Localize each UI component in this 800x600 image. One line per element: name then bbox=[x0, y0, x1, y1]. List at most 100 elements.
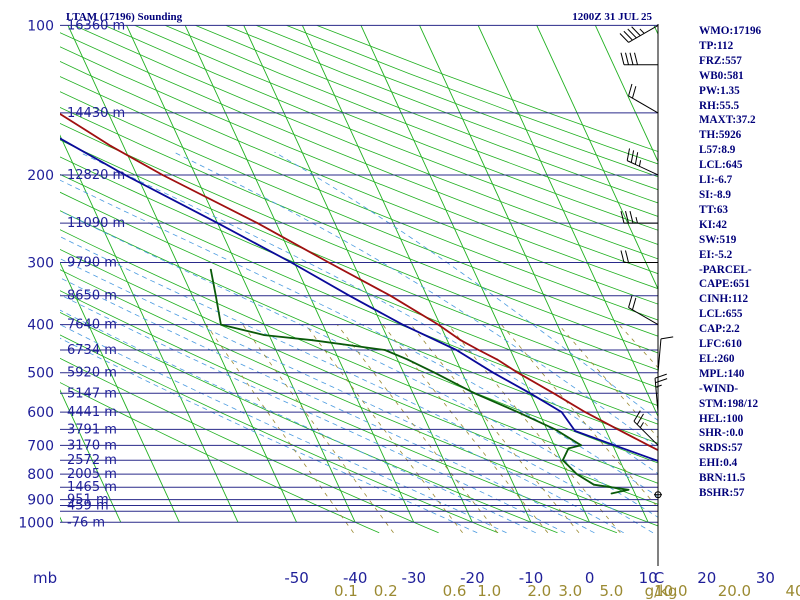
temperature-tick-label: -10 bbox=[519, 569, 544, 587]
pressure-tick-label: 600 bbox=[27, 405, 54, 421]
mixing-ratio-line bbox=[242, 324, 394, 534]
mixing-ratio-tick-label: 2.0 bbox=[527, 582, 551, 600]
dry-adiabat bbox=[60, 382, 380, 534]
series-temperature-point bbox=[389, 294, 392, 297]
pressure-tick-label: 900 bbox=[27, 493, 54, 509]
wind-barb bbox=[628, 295, 659, 325]
dry-adiabat bbox=[60, 269, 658, 527]
series-temperature-point bbox=[110, 145, 113, 148]
sounding-index: SHR-:0.0 bbox=[699, 427, 744, 440]
temperature-unit-label: C bbox=[654, 569, 664, 587]
background-grid bbox=[60, 24, 658, 534]
sounding-index: WB0:581 bbox=[699, 69, 744, 82]
series-dewpoint-point bbox=[593, 483, 595, 486]
temperature-tick-label: -40 bbox=[343, 569, 368, 587]
series-parcel-point bbox=[124, 174, 126, 176]
moist-adiabat bbox=[60, 294, 566, 534]
moist-adiabat bbox=[60, 210, 658, 518]
pressure-tick-label: 400 bbox=[27, 318, 54, 334]
series-temperature-point bbox=[552, 392, 555, 395]
sounding-index: FRZ:557 bbox=[699, 54, 742, 67]
height-label: 16360 m bbox=[67, 18, 125, 33]
sounding-index: CAP:2.2 bbox=[699, 323, 740, 336]
pressure-tick-label: 100 bbox=[27, 18, 54, 34]
height-label: 5147 m bbox=[67, 386, 117, 401]
isotherm bbox=[536, 25, 658, 290]
series-parcel-point bbox=[691, 473, 693, 475]
series-parcel-line bbox=[60, 137, 658, 462]
temperature-tick-label: -50 bbox=[284, 569, 309, 587]
sounding-indices-panel: WMO:17196 TP:112 FRZ:557 WB0:581 PW:1.35 RH:5… bbox=[699, 24, 799, 501]
series-dewpoint-point bbox=[554, 428, 556, 431]
isotherm bbox=[477, 25, 658, 418]
sounding-index: MPL:140 bbox=[699, 367, 745, 380]
series-parcel-point bbox=[14, 112, 16, 114]
series-temperature-point bbox=[161, 174, 164, 176]
isotherm bbox=[419, 25, 649, 523]
sounding-index: EL:260 bbox=[699, 352, 735, 365]
height-label: 4441 m bbox=[67, 405, 117, 420]
sounding-index: -WIND- bbox=[699, 382, 739, 395]
dry-adiabat bbox=[60, 191, 658, 444]
series-temperature-point bbox=[677, 459, 679, 461]
series-temperature-point bbox=[327, 261, 330, 264]
pressure-tick-label: 200 bbox=[27, 168, 54, 184]
mixing-ratio-line bbox=[382, 324, 549, 534]
series-parcel-point bbox=[455, 349, 458, 351]
wind-barb bbox=[633, 410, 659, 446]
sounding-index: -PARCEL- bbox=[699, 263, 752, 276]
series-dewpoint-point bbox=[567, 447, 570, 450]
sounding-index: TH:5926 bbox=[699, 129, 742, 142]
mixing-ratio-line bbox=[447, 324, 621, 534]
mixing-ratio-tick-label: 5.0 bbox=[599, 582, 623, 600]
sounding-index: CINH:112 bbox=[699, 293, 749, 306]
isotherm bbox=[301, 25, 532, 523]
sounding-index: SI:-8.9 bbox=[699, 188, 732, 201]
height-label: 9790 m bbox=[67, 256, 117, 271]
sounding-index: RH:55.5 bbox=[699, 99, 740, 112]
series-dewpoint-point bbox=[384, 349, 386, 351]
dry-adiabat bbox=[60, 106, 658, 354]
height-label: 11090 m bbox=[67, 216, 125, 231]
mixing-ratio-line bbox=[410, 324, 580, 534]
dry-adiabat bbox=[60, 173, 658, 425]
isotherm bbox=[60, 134, 239, 523]
series-temperature-point bbox=[256, 222, 259, 225]
series-temperature-point bbox=[647, 444, 650, 447]
pressure-tick-label: 1000 bbox=[18, 515, 54, 531]
pressure-tick-label: 300 bbox=[27, 256, 54, 272]
series-parcel-point bbox=[655, 459, 657, 462]
series-parcel-point bbox=[613, 444, 616, 447]
dry-adiabat bbox=[74, 25, 658, 260]
sounding-index: LFC:610 bbox=[699, 338, 742, 351]
sounding-index: BRN:11.5 bbox=[699, 472, 746, 485]
valid-time: 1200Z 31 JUL 25 bbox=[572, 11, 652, 23]
height-label: 12820 m bbox=[67, 168, 125, 183]
dry-adiabat bbox=[104, 25, 658, 245]
sounding-index: EHI:0.4 bbox=[699, 457, 738, 470]
height-label: 2005 m bbox=[67, 467, 117, 482]
height-label: 459 m bbox=[67, 499, 109, 514]
sounding-index: TP:112 bbox=[699, 39, 734, 52]
sounding-index: SRDS:57 bbox=[699, 442, 743, 455]
temperature-tick-label: -30 bbox=[402, 569, 427, 587]
wind-barb bbox=[620, 211, 658, 224]
series-temperature-point bbox=[58, 112, 60, 114]
height-label: 5920 m bbox=[67, 366, 117, 381]
sounding-index: HEL:100 bbox=[699, 412, 744, 425]
series-parcel-point bbox=[216, 222, 219, 225]
pressure-unit-label: mb bbox=[33, 569, 57, 587]
temperature-tick-label: 0 bbox=[585, 569, 595, 587]
sounding-index: PW:1.35 bbox=[699, 84, 740, 97]
dry-adiabat bbox=[60, 91, 658, 337]
dry-adiabat bbox=[60, 357, 439, 534]
sounding-index: LCL:655 bbox=[699, 308, 743, 321]
dry-adiabat bbox=[60, 61, 658, 305]
sounding-index: CAPE:651 bbox=[699, 278, 750, 291]
dry-adiabat bbox=[60, 122, 658, 371]
sounding-index: EI:-5.2 bbox=[699, 248, 733, 261]
series-temperature-point bbox=[616, 428, 619, 431]
moist-adiabat bbox=[60, 324, 507, 534]
mixing-ratio-tick-label: 20.0 bbox=[718, 582, 751, 600]
isotherm bbox=[60, 389, 122, 523]
